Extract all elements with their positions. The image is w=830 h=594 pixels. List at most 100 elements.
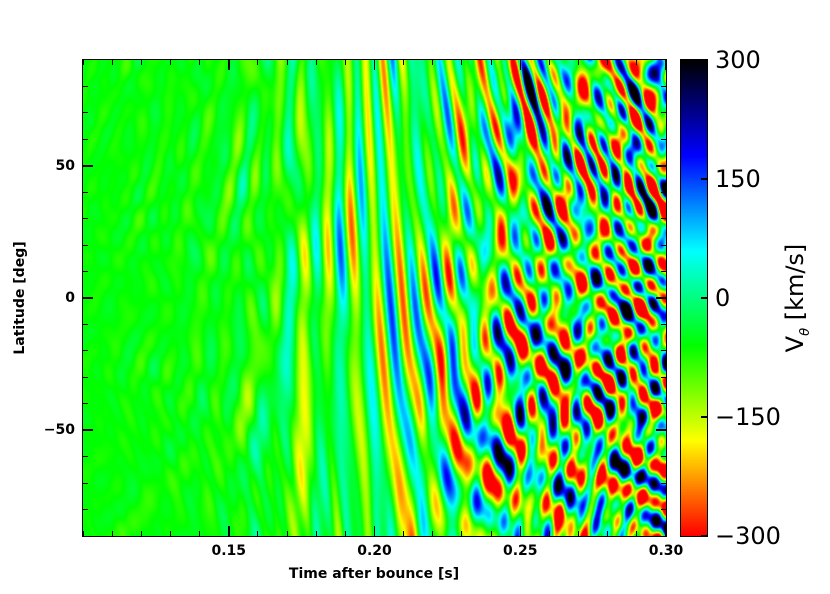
y-minor-tick [83, 165, 88, 167]
colorbar-tick [701, 178, 707, 180]
y-axis-label: Latitude [deg] [12, 241, 28, 355]
y-minor-tick [83, 244, 88, 246]
x-minor-tick [169, 531, 171, 536]
x-minor-tick [490, 531, 492, 536]
x-minor-tick [665, 531, 667, 536]
colorbar-tick [701, 535, 707, 537]
y-minor-tick-right [661, 429, 666, 431]
y-minor-tick-right [661, 244, 666, 246]
x-minor-tick [140, 531, 142, 536]
x-minor-tick [461, 531, 463, 536]
colorbar-tick-label: −150 [715, 403, 781, 431]
y-minor-tick [83, 403, 88, 405]
x-minor-tick-top [432, 60, 434, 65]
x-minor-tick [578, 531, 580, 536]
y-minor-tick-right [661, 271, 666, 273]
x-tick-label: 0.15 [211, 543, 247, 559]
y-minor-tick [83, 297, 88, 299]
x-minor-tick-top [82, 60, 84, 65]
x-minor-tick [636, 531, 638, 536]
x-minor-tick [432, 531, 434, 536]
y-minor-tick [83, 191, 88, 193]
y-minor-tick-right [661, 297, 666, 299]
y-minor-tick-right [661, 323, 666, 325]
x-minor-tick [344, 531, 346, 536]
x-minor-tick-top [374, 60, 375, 65]
x-minor-tick [374, 531, 375, 536]
colorbar-tick [701, 59, 707, 61]
y-minor-tick-right [661, 191, 666, 193]
y-minor-tick [83, 509, 88, 511]
x-minor-tick [257, 531, 259, 536]
y-tick [83, 297, 93, 299]
colorbar-tick [701, 297, 707, 299]
x-tick-top [228, 60, 230, 70]
y-minor-tick [83, 138, 88, 140]
x-minor-tick [111, 531, 113, 536]
x-minor-tick [403, 531, 405, 536]
y-minor-tick [83, 350, 88, 352]
colorbar-axis-label: Vθ [km/s] [781, 244, 813, 353]
y-tick-label: −50 [43, 422, 75, 439]
y-minor-tick-right [661, 482, 666, 484]
y-minor-tick-right [661, 112, 666, 114]
y-minor-tick [83, 376, 88, 378]
y-minor-tick-right [661, 509, 666, 511]
y-minor-tick-right [661, 350, 666, 352]
y-tick [83, 429, 93, 431]
colorbar-tick-label: −300 [715, 522, 781, 550]
x-minor-tick-top [315, 60, 317, 65]
x-tick-label: 0.20 [357, 543, 392, 559]
y-minor-tick-right [661, 376, 666, 378]
x-minor-tick-top [578, 60, 580, 65]
y-minor-tick [83, 271, 88, 273]
y-minor-tick-right [661, 138, 666, 140]
x-axis-label: Time after bounce [s] [288, 566, 460, 582]
colorbar-tick-label: 0 [715, 284, 731, 312]
colorbar-tick-label: 300 [715, 46, 761, 74]
y-tick [83, 165, 93, 167]
y-minor-tick [83, 482, 88, 484]
x-minor-tick-top [344, 60, 346, 65]
x-tick-label: 0.25 [502, 543, 538, 559]
x-minor-tick-top [636, 60, 638, 65]
x-minor-tick-top [403, 60, 405, 65]
x-minor-tick-top [257, 60, 259, 65]
y-tick-label: 50 [55, 157, 75, 174]
x-tick-top [665, 60, 667, 70]
x-tick-top [519, 60, 521, 70]
y-tick-label: 0 [65, 290, 75, 306]
y-minor-tick-right [661, 165, 666, 167]
colorbar-tick [701, 416, 707, 418]
x-minor-tick-top [607, 60, 609, 65]
y-minor-tick [83, 429, 88, 431]
x-minor-tick [199, 531, 201, 536]
x-minor-tick-top [490, 60, 492, 65]
heatmap-plot-area [83, 60, 666, 536]
x-minor-tick-top [286, 60, 288, 65]
colorbar-tick-label: 150 [715, 165, 761, 193]
x-tick-top [373, 60, 376, 70]
x-minor-tick-top [140, 60, 142, 65]
x-minor-tick-top [199, 60, 201, 65]
x-tick-label: 0.30 [648, 543, 684, 559]
colorbar-label-sub: θ [797, 327, 813, 336]
x-minor-tick-top [111, 60, 113, 65]
x-minor-tick [286, 531, 288, 536]
x-minor-tick-top [548, 60, 550, 65]
y-minor-tick-right [661, 456, 666, 458]
x-minor-tick-top [461, 60, 463, 65]
y-minor-tick [83, 218, 88, 220]
x-minor-tick [228, 531, 230, 536]
y-minor-tick-right [661, 218, 666, 220]
x-minor-tick-top [519, 60, 521, 65]
x-minor-tick-top [228, 60, 230, 65]
y-minor-tick-right [661, 403, 666, 405]
y-minor-tick [83, 85, 88, 87]
x-minor-tick [607, 531, 609, 536]
colorbar-label-unit: [km/s] [781, 243, 810, 328]
x-minor-tick [82, 531, 84, 536]
y-minor-tick [83, 112, 88, 114]
colorbar-label-main: V [781, 335, 810, 353]
x-minor-tick [519, 531, 521, 536]
